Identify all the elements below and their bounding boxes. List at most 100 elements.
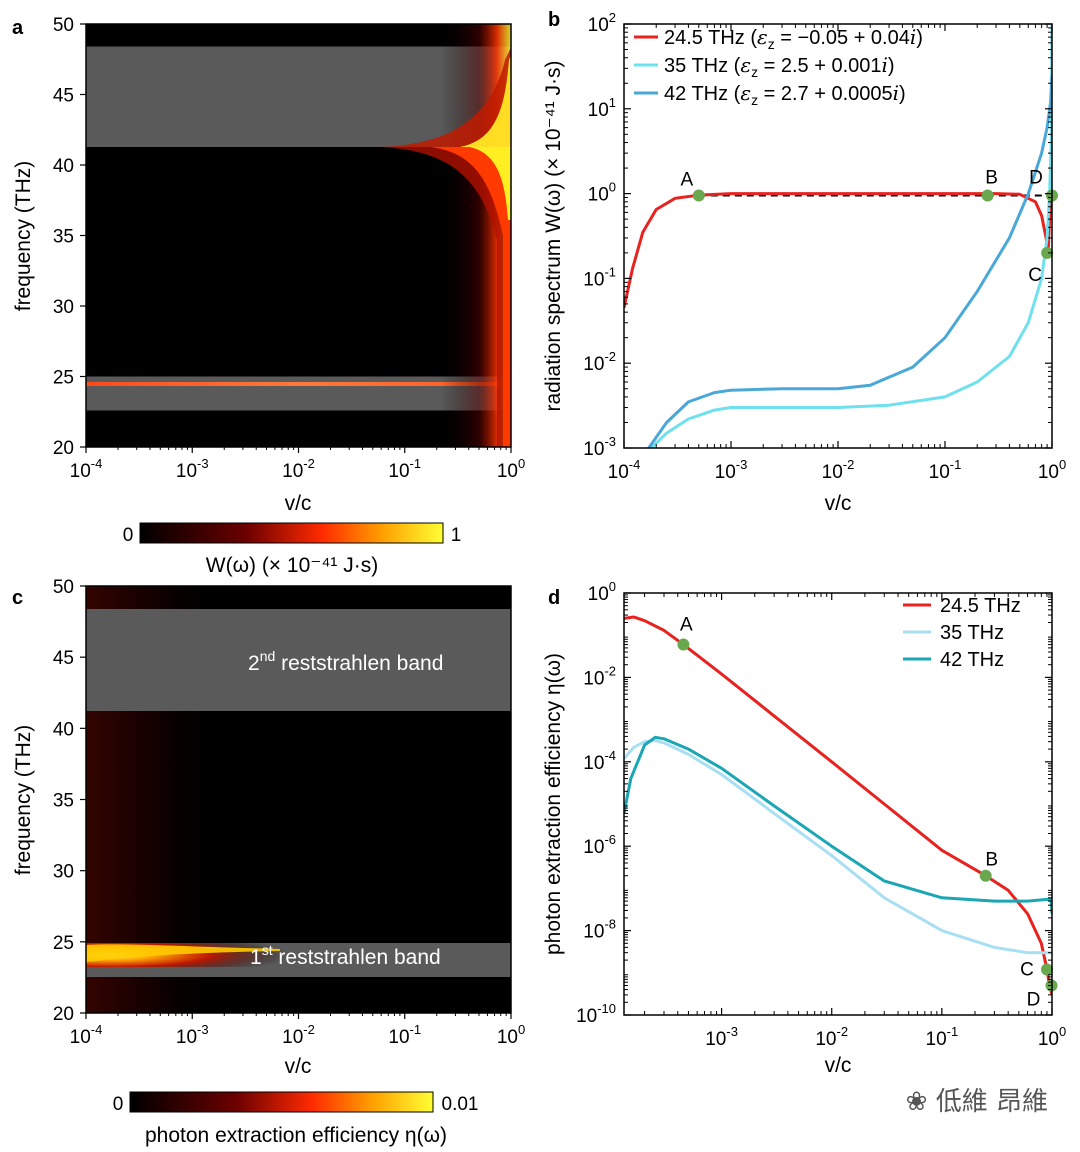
panel-c-xlabel: v/c (285, 1055, 312, 1078)
panel-d-marker-A (677, 638, 690, 651)
panel-b-annotation-A: A (680, 169, 693, 190)
panel-b-legend-entry-2: 42 THz (εz = 2.7 + 0.0005i) (664, 81, 906, 108)
panel-c-ytick-label: 35 (53, 791, 74, 812)
panel-a-ytick-label: 25 (53, 368, 74, 389)
panel-c-ytick-label: 50 (53, 577, 74, 598)
panel-a-letter: a (12, 17, 24, 39)
panel-d-legend-entry-0: 24.5 THz (940, 595, 1021, 617)
panel-b-marker-B (981, 189, 994, 202)
panel-a-lower-lobe-hot (470, 147, 511, 220)
panel-c-colorbar-label: photon extraction efficiency η(ω) (145, 1124, 447, 1147)
panel-d-xtick-label: 10-2 (815, 1024, 848, 1050)
panel-d-marker-C (1040, 963, 1053, 976)
panel-d-series-0-line (624, 615, 1052, 996)
panel-a-ytick-label: 50 (53, 15, 74, 36)
panel-b-ytick-label: 10-1 (583, 264, 616, 290)
panel-d-frame (623, 592, 1053, 1016)
panel-c-ytick-label: 40 (53, 719, 74, 740)
panel-b-legend: 24.5 THz (εz = −0.05 + 0.04i)35 THz (εz … (634, 25, 923, 108)
panel-b-marker-A (692, 189, 705, 202)
panel-a-ytick-label: 45 (53, 86, 74, 107)
panel-d-ytick-label: 10-10 (576, 1001, 616, 1027)
watermark-text: 低維 昂維 (935, 1087, 1048, 1117)
panel-d-ytick-label: 10-6 (583, 832, 616, 858)
panel-b-ytick-label: 10-2 (583, 349, 616, 375)
panel-d-series-2-line (624, 735, 1052, 914)
panel-b-series-2-line (647, 75, 1052, 448)
panel-b-xtick-label: 10-2 (822, 457, 855, 483)
panel-a-xtick-label: 10-4 (70, 456, 103, 482)
panel-d-series-group: A B CD (624, 615, 1058, 1011)
panel-a-xtick-label: 100 (497, 456, 525, 482)
panel-c-colorbar-max: 0.01 (442, 1094, 479, 1115)
panel-b-legend-entry-1: 35 THz (εz = 2.5 + 0.001i) (664, 53, 895, 80)
panel-d-xtick-label: 10-3 (705, 1024, 738, 1050)
panel-c-ytick-label: 30 (53, 862, 74, 883)
panel-a-ytick-label: 40 (53, 156, 74, 177)
panel-c: c 2nd reststrahlen band 1st reststrahlen… (12, 577, 525, 1147)
panel-d-annotation-A: A (680, 615, 693, 636)
panel-c-axes: 10-4 10-3 10-2 10-1 100 20 25 30 35 40 45 50 (53, 577, 525, 1048)
wechat-icon: ❀ (905, 1087, 928, 1117)
panel-d-annotation-C: C (1020, 959, 1034, 980)
panel-a-upper-lobe-hot (460, 55, 511, 147)
panel-c-xtick-label: 10-1 (388, 1022, 421, 1048)
panel-b-series-group: A B C D (624, 24, 1058, 448)
panel-b-annotation-D: D (1029, 167, 1043, 188)
panel-d-xlabel: v/c (825, 1054, 852, 1077)
panel-a-xlabel: v/c (285, 492, 312, 515)
panel-a-xtick-label: 10-2 (282, 456, 315, 482)
panel-c-hot-streak (86, 944, 280, 962)
panel-a-colorbar-max: 1 (451, 525, 462, 546)
panel-c-xtick-label: 100 (497, 1022, 525, 1048)
panel-a-resonance-line (86, 382, 511, 386)
panel-a-xtick-label: 10-3 (176, 456, 209, 482)
panel-c-band-1-label: 1st reststrahlen band (250, 942, 441, 969)
panel-c-ytick-label: 20 (53, 1004, 74, 1025)
panel-d-annotation-D: D (1027, 990, 1041, 1011)
panel-b: b A BCD 10-4 10-3 10-2 10-1 10010-310-210-110… (542, 9, 1066, 515)
panel-a-upper-lobe (380, 47, 511, 147)
panel-d-ytick-label: 10-8 (583, 917, 616, 943)
panel-c-colorbar-min: 0 (113, 1094, 124, 1115)
panel-d-marker-B (979, 869, 992, 882)
panel-b-ylabel: radiation spectrum W(ω) (× 10⁻⁴¹ J·s) (542, 61, 565, 412)
panel-c-ylabel: frequency (THz) (12, 725, 35, 876)
panel-a-ytick-label: 35 (53, 227, 74, 248)
panel-c-letter: c (12, 587, 23, 609)
watermark: ❀ 低維 昂維 (906, 1081, 1048, 1118)
panel-b-legend-entry-0: 24.5 THz (εz = −0.05 + 0.04i) (664, 25, 923, 52)
panel-c-xtick-label: 10-2 (282, 1022, 315, 1048)
panel-b-annotation-C: C (1028, 265, 1042, 286)
panel-b-marker-C (1041, 246, 1054, 259)
panel-d-ytick-label: 10-4 (583, 748, 616, 774)
panel-d-legend-entry-1: 35 THz (940, 622, 1004, 644)
panel-b-ytick-label: 102 (588, 10, 616, 36)
panel-d-letter: d (548, 587, 560, 609)
panel-a-ytick-label: 30 (53, 297, 74, 318)
panel-d-clipped (624, 615, 1052, 996)
panel-c-band-2 (86, 609, 511, 711)
panel-c-colorbar (129, 1091, 434, 1113)
panel-d-legend: 24.5 THz 35 THz 42 THz (903, 595, 1021, 671)
panel-d-ytick-label: 10-2 (583, 663, 616, 689)
panel-b-xtick-label: 10-1 (929, 457, 962, 483)
panel-d-xtick-label: 10-1 (926, 1024, 959, 1050)
panel-b-xtick-label: 10-4 (608, 457, 641, 483)
panel-a-xtick-label: 10-1 (388, 456, 421, 482)
panel-b-ytick-label: 10-3 (583, 434, 616, 460)
panel-a-axes: 10-4 10-3 10-2 10-1 100 20 25 30 35 40 45 50 (53, 15, 525, 482)
panel-b-series-1-line (650, 24, 1052, 448)
panel-d-legend-entry-2: 42 THz (940, 649, 1004, 671)
panel-c-ytick-label: 25 (53, 933, 74, 954)
panel-d-xtick-label: 100 (1038, 1024, 1066, 1050)
panel-d-ylabel: photon extraction efficiency η(ω) (542, 653, 565, 955)
panel-b-annotation-B: B (985, 167, 998, 188)
panel-d-ytick-label: 100 (588, 579, 616, 605)
panel-a-colorbar-label: W(ω) (× 10⁻⁴¹ J·s) (206, 554, 378, 577)
panel-d-axes: 10-3 10-2 10-1 100 10-10 10-8 10-6 10-4 10-2 100 (576, 579, 1066, 1050)
